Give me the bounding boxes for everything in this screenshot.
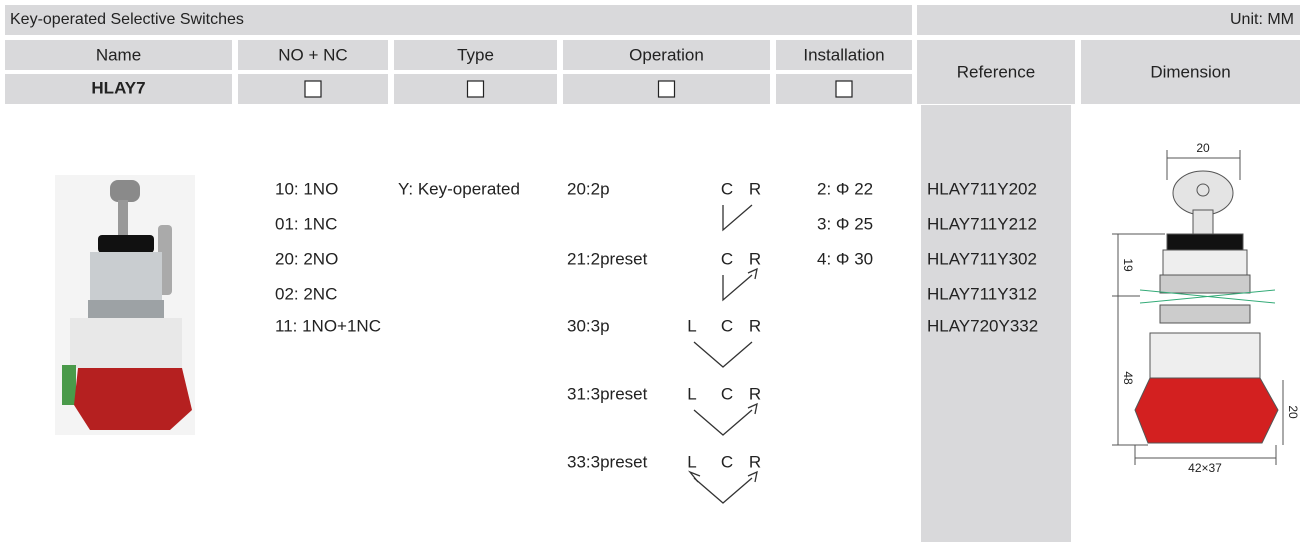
unit: Unit: MM [1230, 11, 1294, 28]
operation-label: 33:3preset [567, 452, 648, 471]
position-letter: R [749, 249, 761, 268]
contact: 10: 1NO [275, 179, 338, 198]
dimension-label: 20 [1196, 141, 1210, 155]
position-letter: R [749, 452, 761, 471]
diagram-line [693, 409, 753, 436]
contact: 11: 1NO+1NC [275, 316, 381, 335]
checkbox [835, 80, 853, 98]
dimension-drawing [1112, 150, 1284, 465]
contact: 01: 1NC [275, 214, 337, 233]
diagram-line [693, 341, 753, 368]
operation-label: 30:3p [567, 316, 610, 335]
header-cell [238, 40, 388, 70]
header-cell [5, 74, 232, 104]
column-header: Reference [957, 62, 1035, 81]
checkbox [657, 80, 676, 98]
operation-label: 31:3preset [567, 384, 648, 403]
position-letter: L [687, 316, 696, 335]
position-letter: C [721, 452, 733, 471]
switch-diagram [693, 341, 753, 368]
header-cell [917, 40, 1075, 104]
position-letter: R [749, 316, 761, 335]
position-letter: C [721, 384, 733, 403]
header-cell [563, 40, 770, 70]
column-header: Type [457, 45, 494, 64]
unit-bar [917, 5, 1300, 35]
column-header: Operation [629, 45, 704, 64]
reference: HLAY711Y312 [927, 284, 1037, 303]
header-cell [394, 40, 557, 70]
reference-band [921, 105, 1071, 542]
title: Key-operated Selective Switches [10, 11, 244, 28]
position-letter: R [749, 179, 761, 198]
title-bar [5, 5, 912, 35]
header-cell [1081, 40, 1300, 104]
contact: 02: 2NC [275, 284, 337, 303]
installation: 3: Φ 25 [817, 214, 873, 233]
type: Y: Key-operated [398, 179, 520, 198]
position-letter: L [687, 452, 696, 471]
arrow-head [687, 470, 701, 483]
product-photo [55, 175, 195, 435]
installation: 4: Φ 30 [817, 249, 873, 268]
position-letter: R [749, 384, 761, 403]
dimension-label: 48 [1121, 371, 1135, 385]
reference: HLAY711Y202 [927, 179, 1037, 198]
header-cell [776, 40, 912, 70]
installation: 2: Φ 22 [817, 179, 873, 198]
column-header: NO + NC [278, 45, 347, 64]
switch-diagram [687, 470, 758, 504]
header-cell [5, 40, 232, 70]
switch-diagram [722, 204, 753, 232]
checkbox [304, 80, 322, 98]
dimension-label: 20 [1286, 405, 1300, 419]
switch-diagram [693, 402, 758, 436]
arrow-head [747, 470, 758, 483]
checkbox [466, 80, 485, 98]
switch-diagram [722, 267, 758, 302]
diagram-line [722, 204, 753, 232]
contact: 20: 2NO [275, 249, 338, 268]
diagram-line [693, 477, 753, 504]
operation-label: 21:2preset [567, 249, 648, 268]
arrow-head [747, 267, 758, 280]
operation-label: 20:2p [567, 179, 610, 198]
model-name: HLAY7 [91, 78, 145, 97]
position-letter: C [721, 249, 733, 268]
dimension-label: 42×37 [1188, 461, 1222, 475]
position-letter: C [721, 179, 733, 198]
dimension-label: 19 [1121, 258, 1135, 272]
column-header: Name [96, 45, 141, 64]
position-letter: L [687, 384, 696, 403]
arrow-head [747, 402, 758, 415]
reference: HLAY720Y332 [927, 316, 1038, 335]
column-header: Installation [803, 45, 884, 64]
reference: HLAY711Y212 [927, 214, 1037, 233]
column-header: Dimension [1150, 62, 1230, 81]
reference: HLAY711Y302 [927, 249, 1037, 268]
position-letter: C [721, 316, 733, 335]
diagram-line [722, 274, 753, 302]
